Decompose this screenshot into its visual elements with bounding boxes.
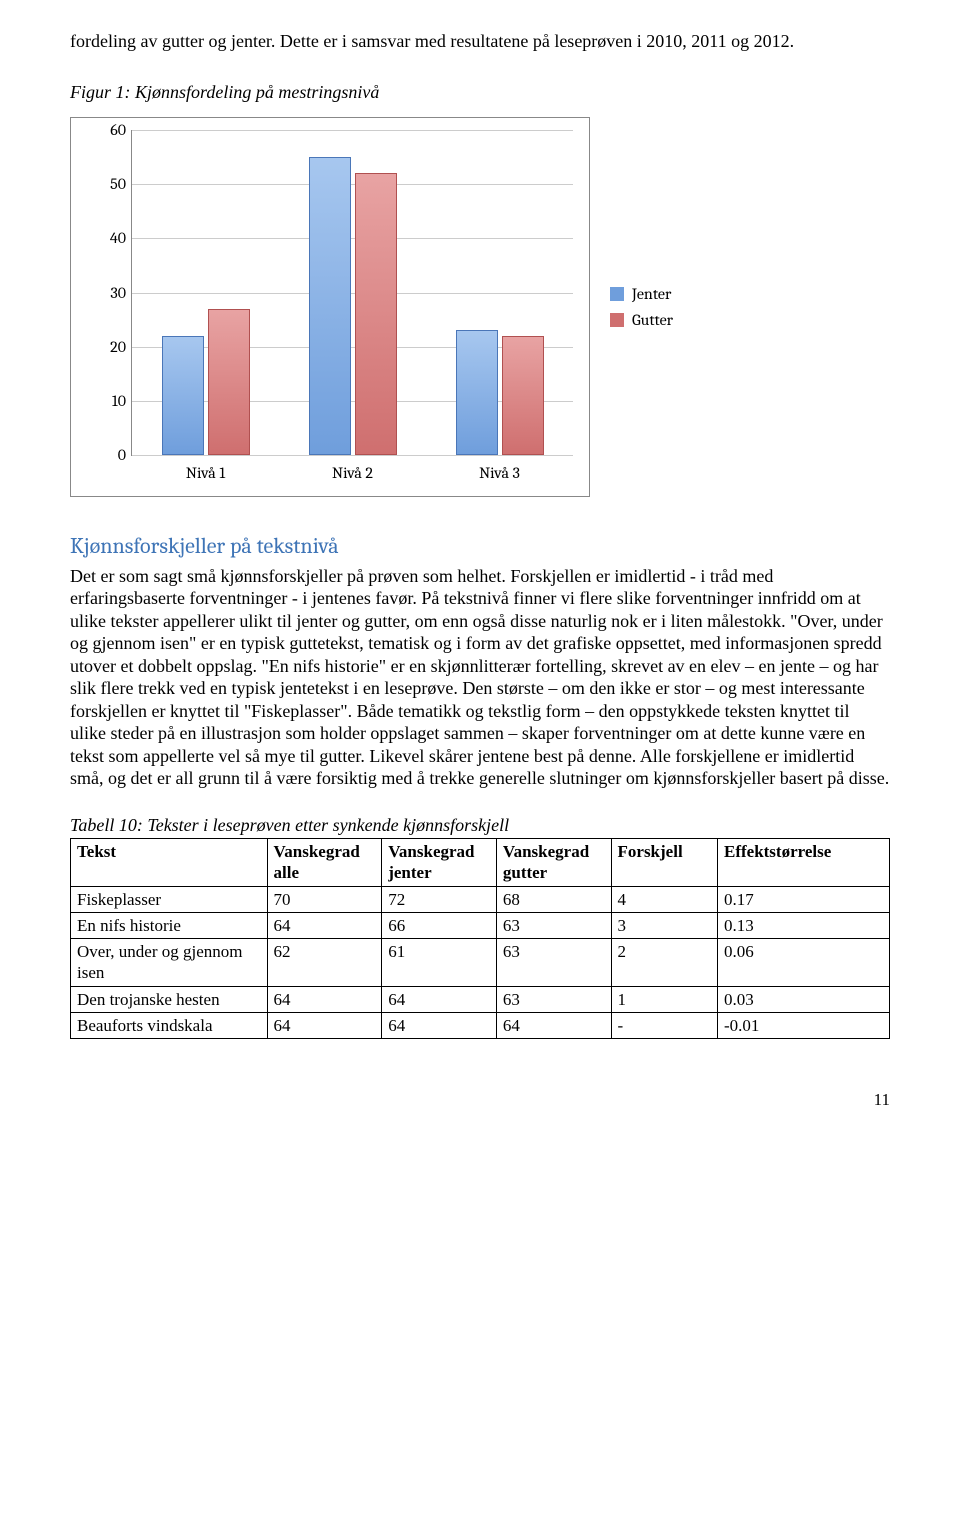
table-cell: Over, under og gjennom isen	[71, 939, 268, 987]
table-row: Den trojanske hesten64646310.03	[71, 986, 890, 1012]
table-cell: 1	[611, 986, 717, 1012]
table-cell: 62	[267, 939, 382, 987]
gridline	[132, 184, 573, 185]
table-cell: Den trojanske hesten	[71, 986, 268, 1012]
table-header-cell: Vanskegrad alle	[267, 839, 382, 887]
table-cell: 0.13	[717, 912, 889, 938]
bar-jenter	[309, 157, 351, 455]
gridline	[132, 293, 573, 294]
table-header-row: TekstVanskegrad alleVanskegrad jenterVan…	[71, 839, 890, 887]
table-header-cell: Vanskegrad gutter	[496, 839, 611, 887]
section-heading: Kjønnsforskjeller på tekstnivå	[70, 533, 890, 561]
chart-row: 0 10 20 30 40 50 60 Nivå 1 Nivå 2 Nivå 3 Jenter G…	[70, 117, 890, 497]
table-header-cell: Forskjell	[611, 839, 717, 887]
intro-paragraph: fordeling av gutter og jenter. Dette er …	[70, 30, 890, 53]
table-cell: 64	[382, 1012, 497, 1038]
table-cell: 4	[611, 886, 717, 912]
table-cell: Fiskeplasser	[71, 886, 268, 912]
table-cell: 63	[496, 986, 611, 1012]
table-cell: 0.06	[717, 939, 889, 987]
table-cell: 68	[496, 886, 611, 912]
gridline	[132, 238, 573, 239]
y-tick-label: 40	[96, 228, 126, 248]
table-caption: Tabell 10: Tekster i leseprøven etter sy…	[70, 814, 890, 837]
table-row: Over, under og gjennom isen62616320.06	[71, 939, 890, 987]
table-cell: 64	[267, 1012, 382, 1038]
legend-item-jenter: Jenter	[610, 284, 673, 304]
table-cell: 64	[267, 986, 382, 1012]
x-tick-label: Nivå 3	[479, 463, 520, 483]
table-cell: 66	[382, 912, 497, 938]
table-cell: 64	[267, 912, 382, 938]
table-cell: 64	[496, 1012, 611, 1038]
y-tick-label: 0	[96, 445, 126, 465]
table-cell: 61	[382, 939, 497, 987]
table-cell: 2	[611, 939, 717, 987]
bar-gutter	[502, 336, 544, 455]
table-cell: 70	[267, 886, 382, 912]
y-tick-label: 20	[96, 337, 126, 357]
chart-legend: Jenter Gutter	[610, 278, 673, 336]
bar-gutter	[355, 173, 397, 455]
legend-item-gutter: Gutter	[610, 310, 673, 330]
table-cell: 64	[382, 986, 497, 1012]
table-cell: 72	[382, 886, 497, 912]
x-tick-label: Nivå 2	[332, 463, 373, 483]
swatch-gutter	[610, 313, 624, 327]
table-cell: 3	[611, 912, 717, 938]
table-cell: 63	[496, 912, 611, 938]
table-cell: Beauforts vindskala	[71, 1012, 268, 1038]
y-tick-label: 10	[96, 391, 126, 411]
bar-gutter	[208, 309, 250, 455]
legend-label: Gutter	[632, 310, 673, 330]
table-cell: 0.17	[717, 886, 889, 912]
bar-jenter	[162, 336, 204, 455]
table-cell: -	[611, 1012, 717, 1038]
table-row: Beauforts vindskala646464--0.01	[71, 1012, 890, 1038]
gridline	[132, 130, 573, 131]
figure-caption: Figur 1: Kjønnsfordeling på mestringsniv…	[70, 81, 890, 104]
table-header-cell: Tekst	[71, 839, 268, 887]
table-header-cell: Vanskegrad jenter	[382, 839, 497, 887]
table-row: Fiskeplasser70726840.17	[71, 886, 890, 912]
table-cell: En nifs historie	[71, 912, 268, 938]
y-tick-label: 60	[96, 120, 126, 140]
y-tick-label: 30	[96, 283, 126, 303]
y-tick-label: 50	[96, 174, 126, 194]
bar-chart: 0 10 20 30 40 50 60 Nivå 1 Nivå 2 Nivå 3	[70, 117, 590, 497]
legend-label: Jenter	[632, 284, 671, 304]
table-header-cell: Effektstørrelse	[717, 839, 889, 887]
table-cell: 0.03	[717, 986, 889, 1012]
bar-jenter	[456, 330, 498, 455]
table-body: Fiskeplasser70726840.17En nifs historie6…	[71, 886, 890, 1039]
table-cell: -0.01	[717, 1012, 889, 1038]
body-paragraph: Det er som sagt små kjønnsforskjeller på…	[70, 565, 890, 790]
table-row: En nifs historie64666330.13	[71, 912, 890, 938]
plot-area: 0102030405060Nivå 1Nivå 2Nivå 3	[131, 130, 573, 456]
gridline	[132, 455, 573, 456]
page-number: 11	[70, 1089, 890, 1110]
swatch-jenter	[610, 287, 624, 301]
data-table: TekstVanskegrad alleVanskegrad jenterVan…	[70, 838, 890, 1039]
x-tick-label: Nivå 1	[186, 463, 225, 483]
table-cell: 63	[496, 939, 611, 987]
